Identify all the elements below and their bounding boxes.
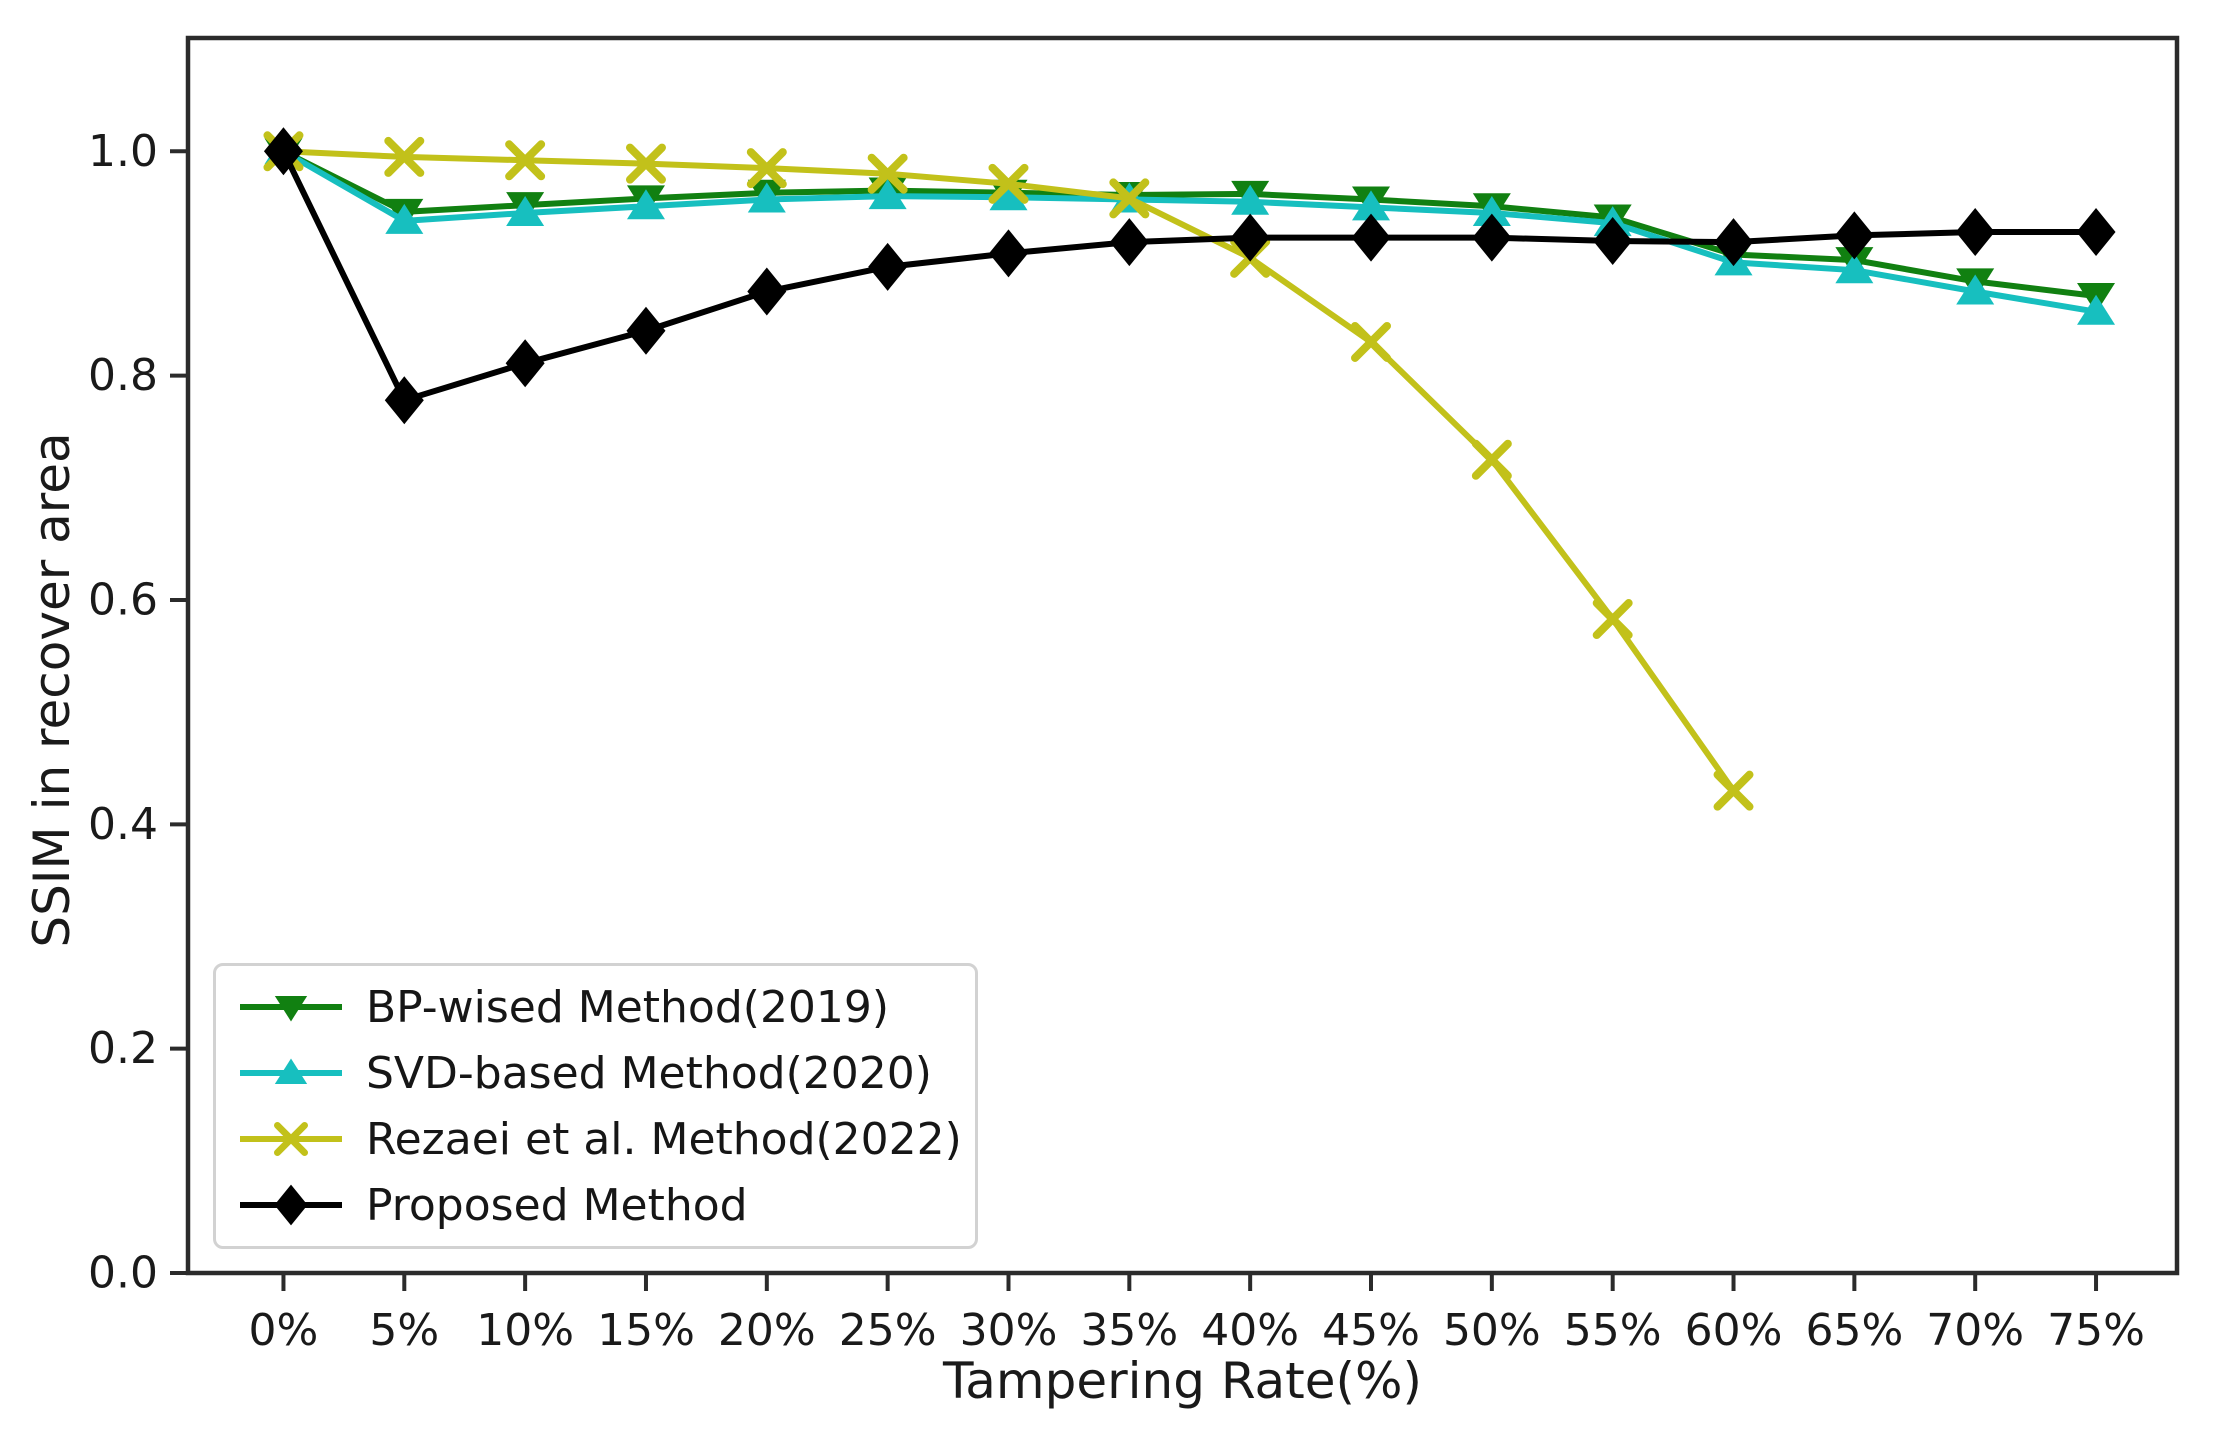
y-tick-label: 0.8 — [88, 350, 158, 401]
x-tick-label: 25% — [839, 1305, 937, 1356]
legend-marker-triangle-down-icon — [240, 995, 342, 1022]
marker-proposed-method — [1472, 213, 1512, 262]
marker-svd-based-method — [1231, 184, 1270, 215]
x-tick-label: 75% — [2047, 1305, 2145, 1356]
marker-proposed-method — [2076, 208, 2116, 257]
x-tick-label: 65% — [1805, 1305, 1903, 1356]
marker-proposed-method — [1955, 208, 1995, 257]
marker-proposed-method — [1230, 213, 1270, 262]
y-tick-label: 1.0 — [88, 126, 158, 177]
series-line-bp-wised-method — [282, 148, 2097, 299]
x-tick-label: 55% — [1564, 1305, 1662, 1356]
marker-svd-based-method — [385, 203, 424, 234]
marker-proposed-method — [1109, 218, 1149, 267]
marker-proposed-method — [384, 376, 424, 425]
marker-rezaei-method — [1592, 599, 1633, 640]
x-tick-label: 30% — [960, 1305, 1058, 1356]
legend-item-proposed-method: Proposed Method — [236, 1179, 965, 1231]
legend-marker-rezaei-method — [274, 1122, 308, 1156]
marker-proposed-method — [747, 267, 787, 316]
marker-svd-based-method — [1352, 190, 1391, 221]
marker-proposed-method — [505, 339, 545, 388]
y-tick-label: 0.6 — [88, 574, 158, 625]
x-tick-label: 5% — [369, 1305, 439, 1356]
y-tick-label: 0.2 — [88, 1023, 158, 1074]
y-axis-label: SSIM in recover area — [23, 432, 81, 948]
x-tick-label: 20% — [718, 1305, 816, 1356]
legend-marker-triangle-up-icon — [240, 1058, 342, 1085]
x-tick-label: 10% — [476, 1305, 574, 1356]
marker-proposed-method — [1351, 213, 1391, 262]
legend-item-bp-wised-method: BP-wised Method(2019) — [236, 981, 965, 1033]
marker-proposed-method — [626, 306, 666, 355]
marker-svd-based-method — [506, 195, 545, 226]
marker-rezaei-method — [988, 163, 1029, 204]
x-tick-label: 0% — [249, 1305, 319, 1356]
marker-proposed-method — [263, 127, 303, 176]
x-tick-label: 40% — [1201, 1305, 1299, 1356]
legend-marker-proposed-method — [274, 1184, 308, 1226]
series-line-proposed-method — [280, 149, 2097, 404]
legend-item-svd-based-method: SVD-based Method(2020) — [236, 1047, 965, 1099]
marker-rezaei-method — [384, 136, 425, 177]
marker-rezaei-method — [1471, 439, 1512, 480]
marker-proposed-method — [1714, 218, 1754, 267]
x-tick-label: 50% — [1443, 1305, 1541, 1356]
legend-label: Proposed Method — [366, 1179, 748, 1231]
marker-rezaei-method — [505, 140, 546, 181]
marker-rezaei-method — [1351, 321, 1392, 362]
legend-label: SVD-based Method(2020) — [366, 1047, 932, 1099]
marker-proposed-method — [868, 242, 908, 291]
marker-svd-based-method — [2077, 294, 2116, 325]
legend-item-rezaei-method: Rezaei et al. Method(2022) — [236, 1113, 965, 1165]
x-tick-label: 15% — [597, 1305, 695, 1356]
marker-svd-based-method — [1472, 195, 1511, 226]
x-tick-label: 70% — [1926, 1305, 2024, 1356]
legend-marker-svd-based-method — [274, 1058, 308, 1085]
marker-svd-based-method — [747, 182, 786, 213]
marker-svd-based-method — [989, 180, 1028, 211]
marker-proposed-method — [1834, 211, 1874, 260]
legend-label: Rezaei et al. Method(2022) — [366, 1113, 962, 1165]
marker-proposed-method — [1593, 217, 1633, 266]
marker-rezaei-method — [1109, 178, 1150, 219]
legend-marker-diamond-icon — [240, 1184, 342, 1226]
x-tick-label: 60% — [1685, 1305, 1783, 1356]
marker-svd-based-method — [1835, 253, 1874, 284]
x-tick-label: 45% — [1322, 1305, 1420, 1356]
marker-rezaei-method — [867, 153, 908, 194]
x-axis-label: Tampering Rate(%) — [942, 1352, 1423, 1410]
legend-label: BP-wised Method(2019) — [366, 981, 890, 1033]
marker-svd-based-method — [1956, 274, 1995, 305]
plot-frame — [185, 35, 2180, 1276]
marker-svd-based-method — [626, 189, 665, 220]
legend-marker-x-icon — [240, 1122, 342, 1156]
marker-proposed-method — [988, 229, 1028, 278]
series-line-svd-based-method — [281, 148, 2097, 315]
marker-rezaei-method — [625, 143, 666, 184]
marker-svd-based-method — [868, 179, 907, 210]
legend: BP-wised Method(2019) SVD-based Method(20… — [213, 963, 978, 1249]
x-tick-label: 35% — [1080, 1305, 1178, 1356]
marker-rezaei-method — [1713, 770, 1754, 811]
y-tick-label: 0.4 — [88, 799, 158, 850]
y-tick-label: 0.0 — [88, 1248, 158, 1299]
legend-marker-bp-wised-method — [274, 995, 308, 1022]
marker-rezaei-method — [746, 148, 787, 189]
